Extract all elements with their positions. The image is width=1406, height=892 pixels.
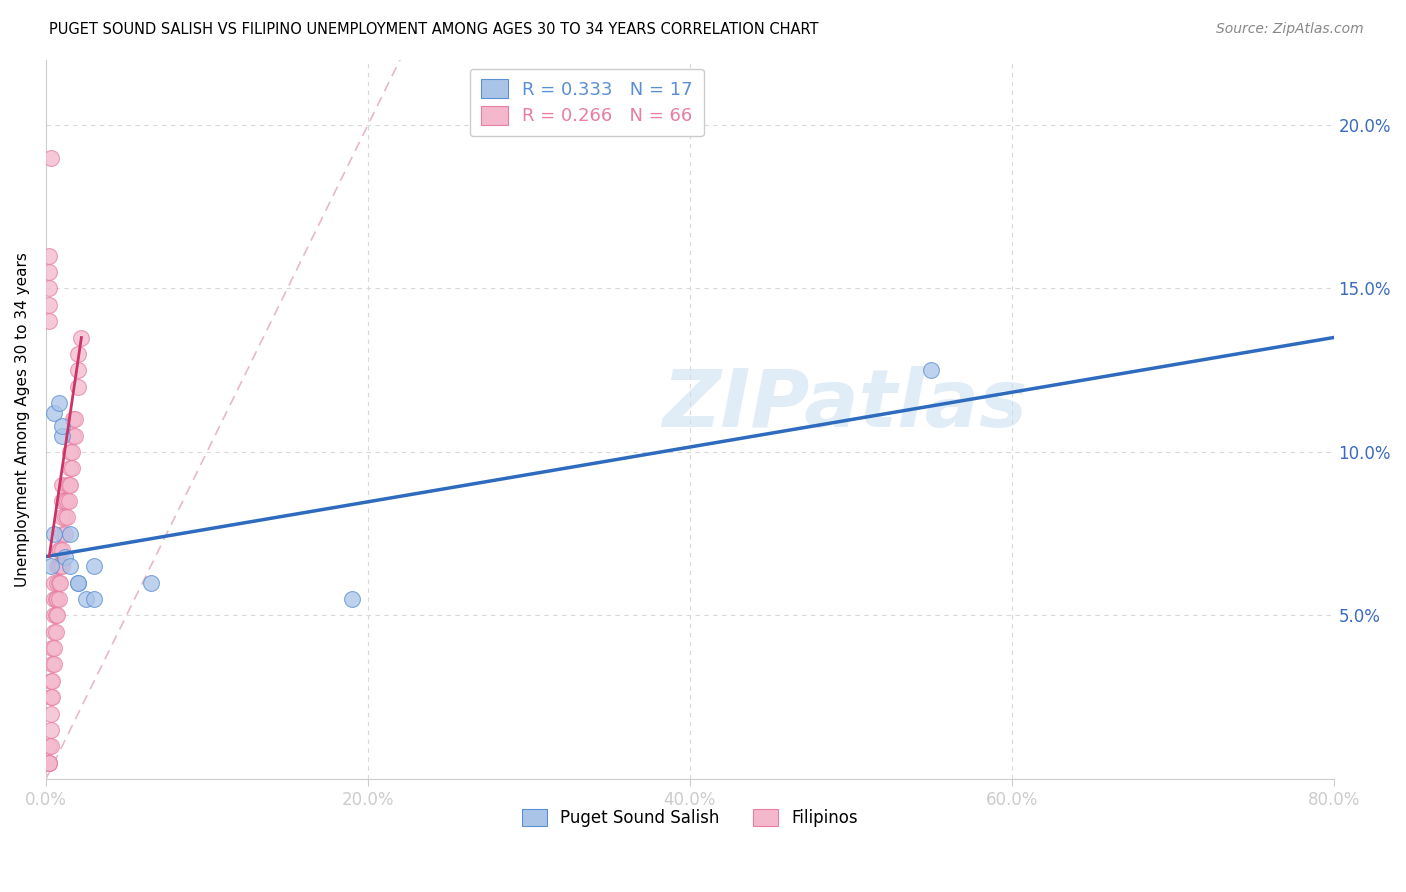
Point xyxy=(41,641,63,656)
Point xyxy=(51,510,73,524)
Point xyxy=(63,428,86,442)
Point xyxy=(39,151,62,165)
Point xyxy=(38,314,60,328)
Point xyxy=(51,543,73,558)
Point xyxy=(60,461,83,475)
Point xyxy=(51,559,73,574)
Point xyxy=(83,559,105,574)
Point xyxy=(48,543,70,558)
Point xyxy=(45,608,67,623)
Point xyxy=(75,592,97,607)
Point xyxy=(38,739,60,754)
Point xyxy=(39,559,62,574)
Point xyxy=(38,249,60,263)
Point xyxy=(42,592,65,607)
Point xyxy=(58,477,80,491)
Point xyxy=(39,706,62,721)
Point xyxy=(67,347,90,361)
Point xyxy=(340,592,363,607)
Point xyxy=(53,526,76,541)
Point xyxy=(56,477,79,491)
Point xyxy=(48,575,70,590)
Point xyxy=(139,575,162,590)
Y-axis label: Unemployment Among Ages 30 to 34 years: Unemployment Among Ages 30 to 34 years xyxy=(15,252,30,587)
Point xyxy=(56,494,79,508)
Point xyxy=(49,559,72,574)
Point xyxy=(41,690,63,705)
Point xyxy=(45,624,67,639)
Point xyxy=(59,559,82,574)
Point xyxy=(60,445,83,459)
Point xyxy=(45,592,67,607)
Point xyxy=(38,298,60,312)
Point xyxy=(39,739,62,754)
Point xyxy=(53,510,76,524)
Point xyxy=(42,608,65,623)
Point xyxy=(49,575,72,590)
Point xyxy=(59,477,82,491)
Point xyxy=(46,559,69,574)
Point xyxy=(62,412,84,426)
Point xyxy=(48,592,70,607)
Point xyxy=(67,575,90,590)
Text: PUGET SOUND SALISH VS FILIPINO UNEMPLOYMENT AMONG AGES 30 TO 34 YEARS CORRELATIO: PUGET SOUND SALISH VS FILIPINO UNEMPLOYM… xyxy=(49,22,818,37)
Point xyxy=(53,494,76,508)
Point xyxy=(46,608,69,623)
Point xyxy=(39,723,62,737)
Point xyxy=(67,575,90,590)
Point xyxy=(48,396,70,410)
Point xyxy=(51,428,73,442)
Point xyxy=(46,575,69,590)
Point xyxy=(38,756,60,770)
Point xyxy=(39,673,62,688)
Point xyxy=(70,330,93,344)
Legend: Puget Sound Salish, Filipinos: Puget Sound Salish, Filipinos xyxy=(513,800,866,835)
Point xyxy=(51,526,73,541)
Point xyxy=(51,418,73,433)
Point xyxy=(59,461,82,475)
Point xyxy=(41,673,63,688)
Point xyxy=(38,265,60,279)
Point xyxy=(41,657,63,672)
Point xyxy=(48,559,70,574)
Point xyxy=(38,756,60,770)
Point xyxy=(62,428,84,442)
Text: ZIPatlas: ZIPatlas xyxy=(662,366,1026,444)
Point xyxy=(56,510,79,524)
Point xyxy=(63,412,86,426)
Point xyxy=(39,690,62,705)
Point xyxy=(51,477,73,491)
Point xyxy=(83,592,105,607)
Point xyxy=(38,756,60,770)
Point xyxy=(58,494,80,508)
Point xyxy=(920,363,942,377)
Point xyxy=(46,592,69,607)
Point xyxy=(42,406,65,420)
Point xyxy=(53,549,76,564)
Point xyxy=(42,526,65,541)
Point xyxy=(67,379,90,393)
Point xyxy=(38,281,60,295)
Point xyxy=(59,526,82,541)
Point xyxy=(42,624,65,639)
Point xyxy=(51,494,73,508)
Point xyxy=(67,363,90,377)
Point xyxy=(49,543,72,558)
Point xyxy=(59,445,82,459)
Text: Source: ZipAtlas.com: Source: ZipAtlas.com xyxy=(1216,22,1364,37)
Point xyxy=(42,575,65,590)
Point xyxy=(42,641,65,656)
Point xyxy=(42,657,65,672)
